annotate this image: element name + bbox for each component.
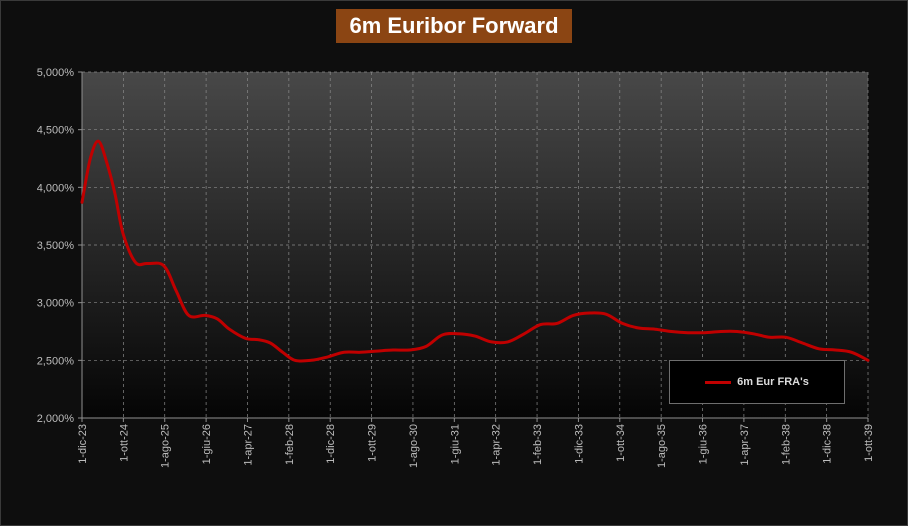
x-tick-label: 1-ott-24 <box>118 424 130 462</box>
x-tick-label: 1-ago-30 <box>408 424 420 468</box>
x-tick-label: 1-feb-33 <box>532 424 544 465</box>
x-axis: 1-dic-23 1-ott-24 1-ago-25 1-giu-26 1-apr-27… <box>77 418 875 468</box>
x-tick-label: 1-dic-38 <box>822 424 834 464</box>
x-tick-label: 1-giu-36 <box>698 424 710 464</box>
legend-swatch <box>705 380 732 384</box>
x-tick-label: 1-giu-31 <box>449 424 461 464</box>
x-tick-label: 1-ago-25 <box>160 424 172 468</box>
y-tick-label: 3,000% <box>37 298 75 310</box>
y-tick-label: 4,000% <box>37 182 75 194</box>
y-tick-label: 2,000% <box>37 413 75 425</box>
x-tick-label: 1-feb-28 <box>284 424 296 465</box>
x-tick-label: 1-dic-33 <box>573 424 585 464</box>
y-tick-label: 5,000% <box>37 67 75 79</box>
x-tick-label: 1-ago-35 <box>656 424 668 468</box>
x-tick-label: 1-ott-29 <box>367 424 379 462</box>
x-tick-label: 1-dic-23 <box>77 424 89 464</box>
x-tick-label: 1-ott-34 <box>615 424 627 462</box>
x-tick-label: 1-giu-26 <box>201 424 213 464</box>
x-tick-label: 1-apr-27 <box>242 424 254 466</box>
x-tick-label: 1-ott-39 <box>863 424 875 462</box>
legend: 6m Eur FRA's <box>669 360 845 404</box>
y-tick-label: 3,500% <box>37 240 75 252</box>
y-tick-label: 4,500% <box>37 125 75 137</box>
legend-label: 6m Eur FRA's <box>737 376 809 388</box>
chart-title: 6m Euribor Forward <box>336 9 572 43</box>
x-tick-label: 1-apr-37 <box>739 424 751 466</box>
y-tick-label: 2,500% <box>37 355 75 367</box>
x-tick-label: 1-dic-28 <box>325 424 337 464</box>
y-axis: 2,000% 2,500% 3,000% 3,500% 4,000% 4,500% 5,00… <box>37 67 82 425</box>
x-tick-label: 1-feb-38 <box>780 424 792 465</box>
series-line-6m-eur-fra <box>80 139 870 363</box>
x-tick-label: 1-apr-32 <box>491 424 503 466</box>
